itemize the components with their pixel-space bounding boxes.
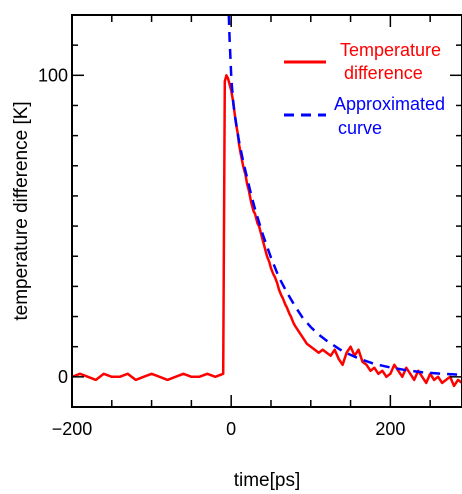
- x-axis-label: time[ps]: [234, 470, 301, 491]
- legend-label-approximated-curve-line2: curve: [338, 118, 382, 138]
- legend-label-temperature-difference-line1: Temperature: [340, 40, 441, 60]
- plot-frame: [71, 14, 462, 408]
- temperature-difference-line: [72, 74, 462, 388]
- y-axis-label: temperature difference [K]: [11, 101, 32, 320]
- legend-label-temperature-difference-line2: difference: [344, 63, 423, 83]
- legend: Temperature difference Approximated curv…: [284, 40, 445, 138]
- approximated-curve-line: [227, 15, 462, 377]
- x-tick-labels: −200 0 200: [52, 419, 406, 439]
- ticks-layer: [71, 14, 462, 407]
- x-tick-label: 0: [226, 419, 236, 439]
- y-tick-labels: 0 100: [38, 65, 68, 387]
- legend-label-approximated-curve-line1: Approximated: [334, 94, 445, 114]
- series-layer: [72, 15, 462, 388]
- x-tick-label: −200: [52, 419, 93, 439]
- x-tick-label: 200: [375, 419, 405, 439]
- y-tick-label: 0: [58, 367, 68, 387]
- y-tick-label: 100: [38, 65, 68, 85]
- plot-area: [71, 14, 462, 408]
